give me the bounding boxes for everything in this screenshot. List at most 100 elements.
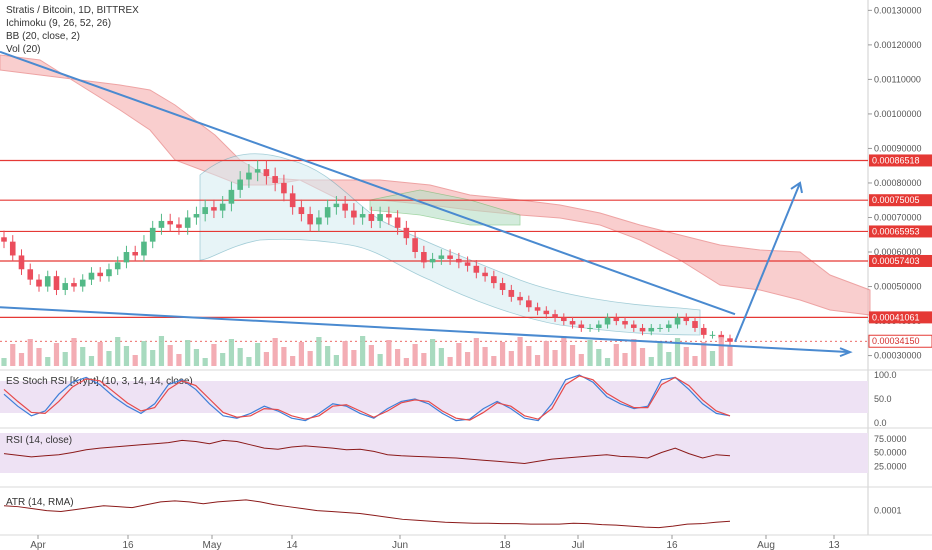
price-candle[interactable]: [359, 214, 366, 218]
price-candle[interactable]: [114, 262, 121, 270]
chart-legend: Stratis / Bitcoin, 1D, BITTREX Ichimoku …: [6, 4, 139, 56]
price-candle[interactable]: [237, 179, 243, 190]
price-candle[interactable]: [272, 176, 278, 183]
price-candle[interactable]: [53, 276, 60, 290]
price-candle[interactable]: [176, 224, 182, 228]
price-candle[interactable]: [552, 314, 558, 318]
price-candle[interactable]: [342, 203, 348, 211]
price-candle[interactable]: [604, 317, 611, 325]
price-candle[interactable]: [44, 276, 51, 287]
price-candle[interactable]: [219, 203, 226, 211]
price-candle[interactable]: [1, 237, 7, 242]
volume-bar: [202, 358, 208, 366]
price-candle[interactable]: [106, 269, 112, 277]
price-candle[interactable]: [543, 310, 550, 315]
price-candle[interactable]: [700, 327, 707, 335]
price-candle[interactable]: [27, 269, 34, 280]
price-candle[interactable]: [412, 238, 418, 253]
volume-bar: [421, 353, 427, 366]
projection-arrow[interactable]: [734, 182, 801, 343]
price-candle[interactable]: [141, 241, 147, 256]
price-candle[interactable]: [386, 214, 392, 218]
price-candle[interactable]: [228, 189, 235, 204]
ichimoku-legend[interactable]: Ichimoku (9, 26, 52, 26): [6, 18, 112, 29]
price-candle[interactable]: [630, 324, 637, 328]
price-candle[interactable]: [578, 324, 585, 328]
price-candle[interactable]: [421, 252, 427, 263]
price-candle[interactable]: [709, 334, 716, 336]
price-candle[interactable]: [569, 321, 576, 325]
price-candle[interactable]: [491, 276, 497, 284]
volume-bar: [246, 357, 252, 366]
price-candle[interactable]: [482, 272, 488, 277]
price-candle[interactable]: [149, 227, 156, 242]
price-candle[interactable]: [692, 321, 698, 328]
price-candle[interactable]: [88, 272, 95, 280]
price-candle[interactable]: [193, 214, 200, 218]
price-candle[interactable]: [324, 207, 331, 218]
price-candle[interactable]: [456, 258, 462, 263]
price-candle[interactable]: [263, 169, 270, 177]
price-candle[interactable]: [211, 207, 217, 211]
price-candle[interactable]: [499, 283, 506, 290]
price-candle[interactable]: [727, 338, 733, 342]
price-candle[interactable]: [97, 272, 104, 277]
price-candle[interactable]: [534, 307, 541, 311]
price-candle[interactable]: [333, 203, 340, 208]
price-candle[interactable]: [508, 289, 515, 297]
price-candle[interactable]: [62, 283, 69, 290]
price-candle[interactable]: [281, 182, 287, 194]
price-candle[interactable]: [622, 321, 628, 325]
price-candle[interactable]: [123, 252, 130, 263]
price-candle[interactable]: [613, 317, 620, 322]
price-candle[interactable]: [79, 279, 86, 287]
price-candle[interactable]: [403, 227, 410, 239]
price-candle[interactable]: [307, 214, 313, 225]
price-candle[interactable]: [368, 214, 375, 221]
price-candle[interactable]: [587, 327, 593, 329]
volume-legend[interactable]: Vol (20): [6, 44, 41, 55]
price-candle[interactable]: [377, 214, 383, 221]
price-candle[interactable]: [351, 210, 357, 218]
price-candle[interactable]: [394, 217, 401, 228]
price-candle[interactable]: [36, 279, 42, 287]
volume-bar: [281, 347, 287, 366]
symbol-title: Stratis / Bitcoin, 1D, BITTREX: [6, 5, 139, 16]
price-candle[interactable]: [526, 300, 532, 308]
price-candle[interactable]: [639, 327, 646, 332]
price-candle[interactable]: [254, 169, 261, 173]
price-candle[interactable]: [657, 327, 663, 329]
price-candle[interactable]: [158, 220, 165, 228]
price-candle[interactable]: [71, 283, 77, 287]
price-candle[interactable]: [184, 217, 191, 228]
price-candle[interactable]: [167, 220, 173, 225]
price-candle[interactable]: [473, 265, 480, 273]
price-candle[interactable]: [438, 255, 445, 259]
price-candle[interactable]: [674, 317, 681, 325]
price-candle[interactable]: [132, 252, 139, 256]
price-candle[interactable]: [429, 258, 436, 263]
price-candle[interactable]: [517, 296, 523, 301]
price-candle[interactable]: [464, 262, 471, 266]
price-candle[interactable]: [683, 317, 690, 322]
last-price-label: 0.00034150: [872, 336, 920, 346]
volume-bar: [307, 351, 313, 366]
price-candle[interactable]: [595, 324, 602, 328]
bollinger-legend[interactable]: BB (20, close, 2): [6, 31, 80, 42]
price-candle[interactable]: [718, 334, 725, 339]
rsi-band: [0, 433, 868, 473]
price-candle[interactable]: [18, 255, 25, 270]
price-candle[interactable]: [665, 324, 672, 328]
price-candle[interactable]: [447, 255, 453, 259]
price-candle[interactable]: [561, 317, 567, 322]
price-candle[interactable]: [289, 193, 296, 208]
price-candle[interactable]: [9, 241, 16, 256]
price-candle[interactable]: [202, 207, 208, 215]
price-candle[interactable]: [316, 217, 322, 225]
support-trendline[interactable]: [0, 306, 851, 354]
price-candle[interactable]: [246, 172, 252, 180]
descending-trendline[interactable]: [0, 50, 736, 316]
price-candle[interactable]: [298, 207, 305, 215]
price-candle[interactable]: [648, 327, 655, 332]
